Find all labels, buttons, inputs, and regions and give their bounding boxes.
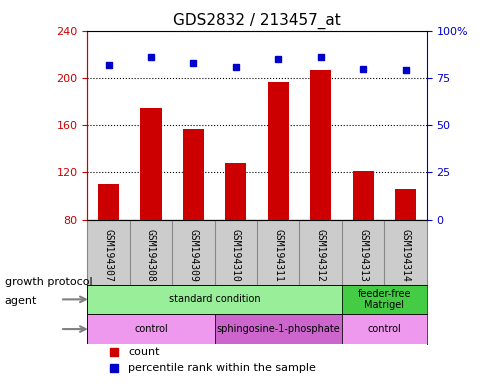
Text: percentile rank within the sample: percentile rank within the sample <box>128 363 315 373</box>
FancyBboxPatch shape <box>87 314 214 344</box>
Text: sphingosine-1-phosphate: sphingosine-1-phosphate <box>216 324 339 334</box>
Text: GSM194307: GSM194307 <box>103 229 113 282</box>
Text: GSM194310: GSM194310 <box>230 229 241 282</box>
Bar <box>267 81 288 220</box>
Bar <box>394 189 415 220</box>
Title: GDS2832 / 213457_at: GDS2832 / 213457_at <box>173 13 340 29</box>
Bar <box>98 184 119 220</box>
Text: count: count <box>128 347 159 357</box>
FancyBboxPatch shape <box>214 314 341 344</box>
Text: GSM194311: GSM194311 <box>272 229 283 282</box>
Text: GSM194309: GSM194309 <box>188 229 198 282</box>
Bar <box>140 108 161 220</box>
Text: control: control <box>367 324 400 334</box>
Text: growth protocol: growth protocol <box>5 277 92 287</box>
Text: GSM194313: GSM194313 <box>357 229 367 282</box>
FancyBboxPatch shape <box>87 285 341 314</box>
Text: GSM194312: GSM194312 <box>315 229 325 282</box>
Bar <box>309 70 331 220</box>
Text: standard condition: standard condition <box>168 295 260 305</box>
Bar <box>352 171 373 220</box>
Bar <box>182 129 204 220</box>
FancyBboxPatch shape <box>341 285 426 314</box>
Text: feeder-free
Matrigel: feeder-free Matrigel <box>357 288 410 310</box>
Text: GSM194308: GSM194308 <box>146 229 156 282</box>
Text: control: control <box>134 324 167 334</box>
Text: GSM194314: GSM194314 <box>400 229 410 282</box>
FancyBboxPatch shape <box>341 314 426 344</box>
Bar <box>225 163 246 220</box>
Text: agent: agent <box>5 296 37 306</box>
